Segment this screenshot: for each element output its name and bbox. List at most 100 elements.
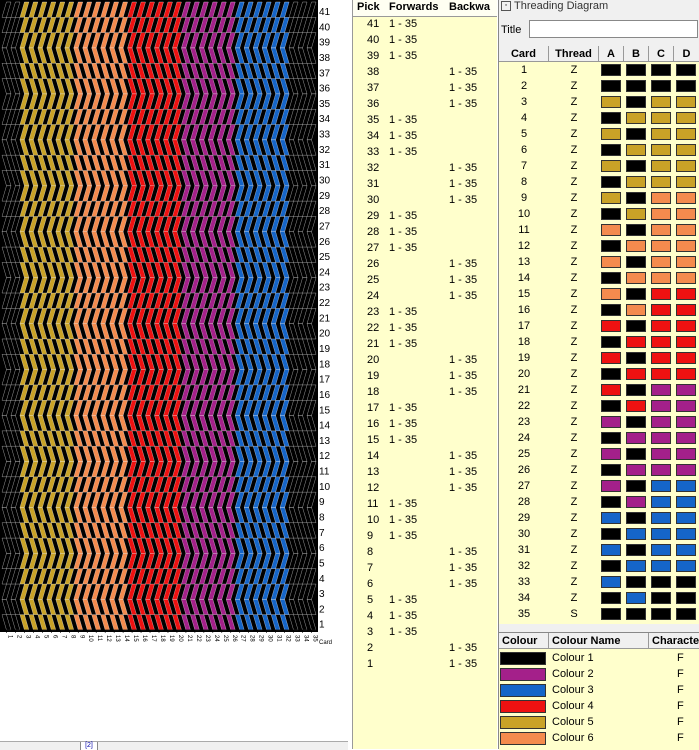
hole-d-colour-cell[interactable] [676,320,696,332]
hole-a-colour-cell[interactable] [601,592,621,604]
hole-c-colour-cell[interactable] [651,64,671,76]
hole-a-colour-cell[interactable] [601,160,621,172]
hole-b-colour-cell[interactable] [626,64,646,76]
colour-swatch[interactable] [500,716,546,729]
hole-a-colour-cell[interactable] [601,544,621,556]
hole-d-colour-cell[interactable] [676,208,696,220]
thread-direction[interactable]: Z [570,208,578,220]
pick-row[interactable]: 37 1 - 35 [353,81,497,97]
pick-row[interactable]: 23 1 - 35 [353,305,497,321]
hole-a-colour-cell[interactable] [601,560,621,572]
thread-direction[interactable]: Z [570,448,578,460]
hole-c-colour-cell[interactable] [651,576,671,588]
hole-b-colour-cell[interactable] [626,560,646,572]
pick-row[interactable]: 22 1 - 35 [353,321,497,337]
hole-a-colour-cell[interactable] [601,320,621,332]
hole-d-colour-cell[interactable] [676,400,696,412]
pick-row[interactable]: 31 1 - 35 [353,177,497,193]
threading-row[interactable]: 26 Z [499,462,699,478]
thread-direction[interactable]: Z [570,304,578,316]
thread-direction[interactable]: Z [570,176,578,188]
threading-row[interactable]: 18 Z [499,334,699,350]
pick-row[interactable]: 7 1 - 35 [353,561,497,577]
hole-b-colour-cell[interactable] [626,416,646,428]
pick-row[interactable]: 17 1 - 35 [353,401,497,417]
colour-row[interactable]: Colour 6 F [499,730,699,746]
hole-b-colour-cell[interactable] [626,80,646,92]
hole-d-colour-cell[interactable] [676,224,696,236]
pick-row[interactable]: 25 1 - 35 [353,273,497,289]
hole-b-colour-cell[interactable] [626,320,646,332]
hole-c-colour-cell[interactable] [651,432,671,444]
hole-b-colour-cell[interactable] [626,304,646,316]
hole-b-colour-cell[interactable] [626,448,646,460]
threading-row[interactable]: 23 Z [499,414,699,430]
pick-row[interactable]: 26 1 - 35 [353,257,497,273]
hole-d-colour-cell[interactable] [676,576,696,588]
hole-b-colour-cell[interactable] [626,208,646,220]
hole-b-header[interactable]: B [624,46,649,62]
pick-row[interactable]: 21 1 - 35 [353,337,497,353]
thread-direction[interactable]: Z [570,128,578,140]
hole-c-colour-cell[interactable] [651,192,671,204]
hole-b-colour-cell[interactable] [626,608,646,620]
hole-c-colour-cell[interactable] [651,464,671,476]
hole-c-colour-cell[interactable] [651,112,671,124]
thread-direction[interactable]: Z [570,240,578,252]
pick-row[interactable]: 9 1 - 35 [353,529,497,545]
hole-a-colour-cell[interactable] [601,480,621,492]
threading-grid[interactable]: Card Thread A B C D 1 Z 2 Z 3 Z 4 Z 5 Z 6 Z 7 Z 8 Z 9 Z 10… [499,46,699,624]
pick-row[interactable]: 32 1 - 35 [353,161,497,177]
hole-d-colour-cell[interactable] [676,336,696,348]
hole-b-colour-cell[interactable] [626,544,646,556]
threading-row[interactable]: 30 Z [499,526,699,542]
colour-swatch[interactable] [500,684,546,697]
pick-row[interactable]: 6 1 - 35 [353,577,497,593]
weaving-pattern-panel[interactable]: 41 40 39 38 37 36 35 34 33 32 31 30 29 28 27 26 25 24 23 22… [0,0,348,750]
thread-direction[interactable]: Z [570,288,578,300]
hole-b-colour-cell[interactable] [626,96,646,108]
hole-d-colour-cell[interactable] [676,544,696,556]
hole-d-colour-cell[interactable] [676,608,696,620]
hole-d-colour-cell[interactable] [676,432,696,444]
hole-a-colour-cell[interactable] [601,240,621,252]
pick-row[interactable]: 38 1 - 35 [353,65,497,81]
hole-b-colour-cell[interactable] [626,144,646,156]
pick-row[interactable]: 8 1 - 35 [353,545,497,561]
hole-d-colour-cell[interactable] [676,384,696,396]
thread-direction[interactable]: Z [570,320,578,332]
hole-b-colour-cell[interactable] [626,352,646,364]
hole-a-colour-cell[interactable] [601,112,621,124]
hole-c-colour-cell[interactable] [651,592,671,604]
hole-c-colour-cell[interactable] [651,144,671,156]
hole-b-colour-cell[interactable] [626,256,646,268]
thread-direction[interactable]: Z [570,224,578,236]
hole-b-colour-cell[interactable] [626,224,646,236]
hole-c-colour-cell[interactable] [651,384,671,396]
hole-a-colour-cell[interactable] [601,352,621,364]
hole-b-colour-cell[interactable] [626,240,646,252]
pick-row[interactable]: 15 1 - 35 [353,433,497,449]
threading-row[interactable]: 14 Z [499,270,699,286]
thread-direction[interactable]: Z [570,384,578,396]
forwards-header[interactable]: Forwards [389,1,439,13]
threading-row[interactable]: 10 Z [499,206,699,222]
hole-c-colour-cell[interactable] [651,224,671,236]
pick-row[interactable]: 24 1 - 35 [353,289,497,305]
hole-c-colour-cell[interactable] [651,480,671,492]
hole-d-colour-cell[interactable] [676,112,696,124]
pick-row[interactable]: 27 1 - 35 [353,241,497,257]
hole-a-colour-cell[interactable] [601,464,621,476]
hole-a-colour-cell[interactable] [601,576,621,588]
hole-b-colour-cell[interactable] [626,128,646,140]
hole-c-colour-cell[interactable] [651,304,671,316]
hole-a-colour-cell[interactable] [601,288,621,300]
thread-direction[interactable]: Z [570,432,578,444]
hole-d-colour-cell[interactable] [676,192,696,204]
thread-direction[interactable]: Z [570,592,578,604]
hole-b-colour-cell[interactable] [626,464,646,476]
